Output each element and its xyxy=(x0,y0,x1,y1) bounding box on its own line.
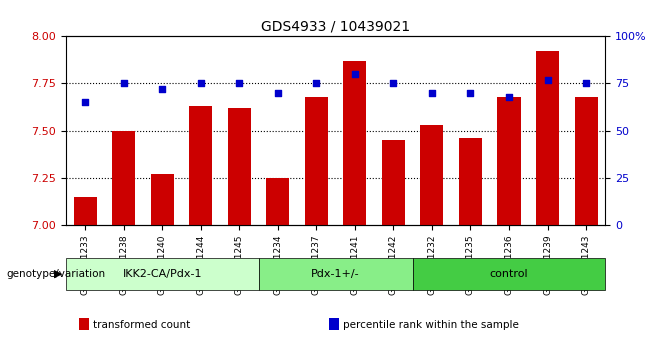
Bar xyxy=(343,61,367,225)
Bar xyxy=(189,106,213,225)
Text: transformed count: transformed count xyxy=(93,320,191,330)
Text: genotype/variation: genotype/variation xyxy=(7,269,106,279)
Point xyxy=(118,81,129,86)
Point xyxy=(272,90,283,96)
Text: control: control xyxy=(490,269,528,279)
Point xyxy=(157,86,167,92)
Bar xyxy=(574,97,597,225)
Bar xyxy=(305,97,328,225)
Text: IKK2-CA/Pdx-1: IKK2-CA/Pdx-1 xyxy=(122,269,202,279)
Point xyxy=(234,81,245,86)
Point xyxy=(80,99,90,105)
Point xyxy=(349,71,360,77)
Bar xyxy=(228,108,251,225)
Title: GDS4933 / 10439021: GDS4933 / 10439021 xyxy=(261,20,410,34)
Point xyxy=(388,81,399,86)
Text: Pdx-1+/-: Pdx-1+/- xyxy=(311,269,360,279)
Bar xyxy=(112,131,135,225)
Bar xyxy=(266,178,290,225)
Point xyxy=(542,77,553,83)
Text: percentile rank within the sample: percentile rank within the sample xyxy=(343,320,519,330)
Point xyxy=(465,90,476,96)
Bar xyxy=(497,97,520,225)
Bar xyxy=(459,138,482,225)
Point xyxy=(581,81,592,86)
Bar xyxy=(382,140,405,225)
Text: ▶: ▶ xyxy=(54,269,63,279)
Bar xyxy=(74,197,97,225)
Point xyxy=(426,90,437,96)
Bar xyxy=(536,52,559,225)
Bar xyxy=(420,125,443,225)
Bar xyxy=(151,174,174,225)
Point xyxy=(504,94,515,99)
Point xyxy=(195,81,206,86)
Point xyxy=(311,81,322,86)
